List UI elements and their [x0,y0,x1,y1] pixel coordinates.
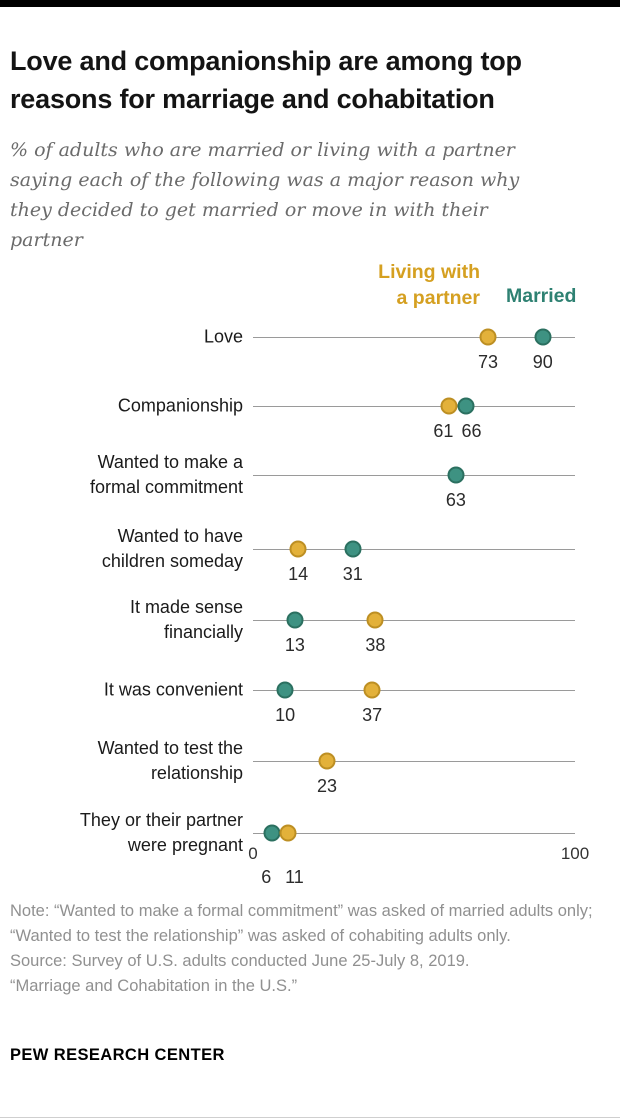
source-text: Source: Survey of U.S. adults conducted … [10,952,470,970]
value-label: 13 [284,635,305,655]
dot-partner [318,752,336,770]
dot-partner [479,328,497,346]
dot-married [457,397,475,415]
row-label: Love [203,326,243,347]
axis-line [253,761,575,762]
dot-married [276,681,294,699]
row-label: Companionship [117,395,243,416]
axis-line [253,620,575,621]
axis-line [253,549,575,550]
note-text: Note: “Wanted to make a formal commitmen… [10,902,593,945]
dot-married [447,466,465,484]
dot-partner [289,540,307,558]
dot-married [534,328,552,346]
dot-partner [279,824,297,842]
value-label: 38 [365,635,386,655]
value-label: 6 [261,867,272,887]
value-label: 31 [342,564,363,584]
value-label: 14 [288,564,309,584]
tick-label: 0 [248,844,258,863]
top-accent-bar [0,0,620,7]
tick-label: 100 [560,844,590,863]
row-label: They or their partner were pregnant [79,810,243,855]
chart-subtitle: % of adults who are married or living wi… [10,139,520,251]
brand-footer: PEW RESEARCH CENTER [10,1046,225,1064]
value-label: 37 [362,705,383,725]
axis-line [253,475,575,476]
axis-line [253,690,575,691]
dot-partner [366,611,384,629]
axis-line [253,833,575,834]
value-label: 90 [532,352,553,372]
value-label: 73 [478,352,499,372]
notes-block: Note: “Wanted to make a formal commitmen… [10,899,602,999]
axis-line [253,406,575,407]
page-title: Love and companionship are among top rea… [10,46,522,115]
value-label: 66 [461,421,482,441]
value-label: 61 [433,421,454,441]
citation-text: “Marriage and Cohabitation in the U.S.” [10,977,298,995]
dot-partner [363,681,381,699]
row-label: Wanted to test the relationship [97,738,243,783]
legend-married-label: Married [506,285,577,307]
row-label: It was convenient [103,679,243,700]
dot-married [344,540,362,558]
dot-married [286,611,304,629]
legend-partner-label: Living with a partner [378,261,480,309]
value-label: 23 [317,776,338,796]
dot-married [263,824,281,842]
row-label: Wanted to have children someday [101,526,243,571]
row-label: Wanted to make a formal commitment [89,452,243,497]
value-label: 11 [285,867,304,887]
row-label: It made sense financially [129,597,243,642]
dot-partner [440,397,458,415]
axis-line [253,337,575,338]
value-label: 10 [275,705,296,725]
value-label: 63 [445,490,466,510]
